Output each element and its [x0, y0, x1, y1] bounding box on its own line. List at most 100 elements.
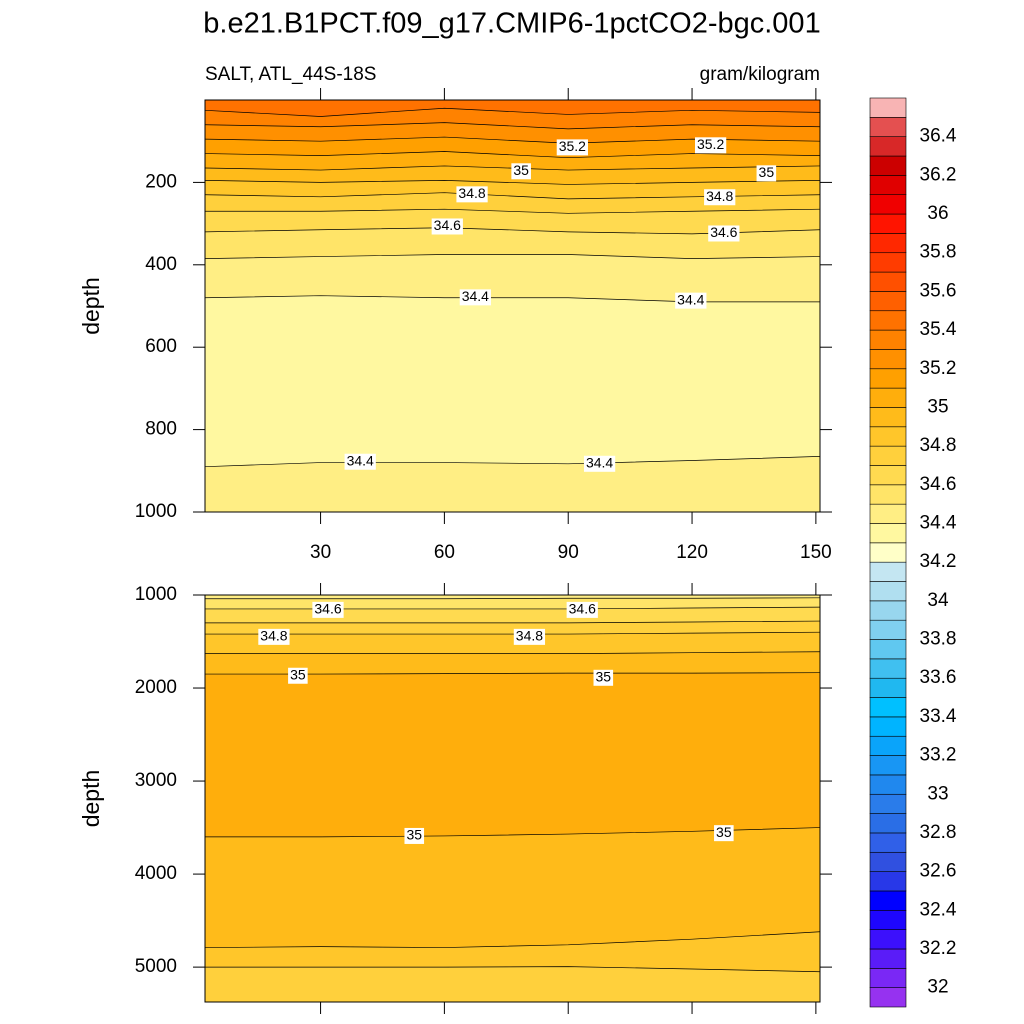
- contour-line: [205, 620, 820, 624]
- contour-label: 34.6: [434, 217, 461, 233]
- contour-line: [205, 631, 820, 635]
- contour-label-bg: [258, 628, 290, 645]
- plot-area: 34.6 34.6 34.8 34.8 35 35 35 35: [205, 595, 820, 1002]
- colorbar-label: 35.4: [920, 319, 957, 340]
- colorbar-label: 34.2: [920, 551, 957, 572]
- colorbar-box: [869, 233, 907, 254]
- contour-line: [205, 966, 820, 973]
- y-axis-label: depth: [78, 277, 104, 335]
- contour-label-bg: [288, 667, 308, 684]
- contour-label: 35: [290, 666, 306, 682]
- chart-title: b.e21.B1PCT.f09_g17.CMIP6-1pctCO2-bgc.00…: [203, 8, 820, 40]
- colorbar-box: [869, 465, 907, 486]
- contour-label: 34.4: [462, 288, 489, 304]
- colorbar-box: [869, 155, 907, 176]
- fill-band: [205, 456, 820, 512]
- y-tick-label: 1000: [135, 584, 177, 605]
- contour-line: [205, 165, 820, 171]
- colorbar-box: [869, 523, 907, 544]
- colorbar-box: [869, 890, 907, 911]
- colorbar-label: 33.8: [920, 629, 957, 650]
- contour-label: 35: [759, 164, 775, 180]
- contour-label: 34.6: [569, 601, 596, 617]
- colorbar-box: [869, 484, 907, 505]
- contour-line: [205, 931, 820, 948]
- contour-label-bg: [404, 827, 425, 844]
- colorbar-box: [869, 851, 907, 872]
- colorbar-label: 34.6: [920, 474, 957, 495]
- colorbar-box: [869, 349, 907, 370]
- contour-line: [205, 651, 820, 654]
- contour-label-bg: [583, 455, 616, 472]
- right-label: gram/kilogram: [700, 64, 820, 85]
- contour-label-bg: [511, 163, 531, 180]
- contour-label: 35: [406, 827, 422, 843]
- colorbar-box: [869, 968, 907, 988]
- colorbar-label: 33.6: [920, 667, 957, 688]
- contour-label: 34.8: [458, 185, 485, 201]
- colorbar-box: [869, 271, 907, 292]
- contour-label: 34.8: [260, 628, 287, 644]
- contour-line: [205, 254, 820, 259]
- colorbar-box: [869, 619, 907, 640]
- contour-label-bg: [675, 292, 707, 309]
- contour-line: [205, 122, 820, 130]
- colorbar-box: [869, 677, 907, 698]
- colorbar-box: [869, 213, 907, 234]
- colorbar-label: 34: [927, 590, 949, 611]
- contour-label-bg: [431, 218, 463, 235]
- contour-label-bg: [756, 165, 777, 182]
- contour-label-bg: [456, 186, 488, 203]
- colorbar-box: [869, 871, 907, 892]
- y-tick-label: 400: [145, 254, 177, 275]
- plot-frame: [204, 594, 821, 1003]
- y-tick-label: 1000: [135, 501, 177, 522]
- contour-label: 34.4: [586, 454, 613, 470]
- colorbar-label: 34.4: [920, 513, 957, 534]
- colorbar-box: [869, 387, 907, 408]
- colorbar-box: [869, 832, 907, 853]
- colorbar-box: [869, 697, 907, 718]
- colorbar-box: [869, 310, 907, 331]
- plot-area: 35.2 35.2 35 35 34.8 34.8 34.6 34.6 34.4 34.4 34.4…: [205, 100, 820, 512]
- colorbar-box: [869, 639, 907, 660]
- y-tick-label: 5000: [135, 956, 177, 977]
- y-tick-label: 600: [145, 336, 177, 357]
- contour-label-bg: [593, 669, 614, 686]
- contour-label: 35: [596, 668, 612, 684]
- colorbar-label: 33.2: [920, 745, 957, 766]
- y-axis-label: depth: [78, 770, 104, 828]
- colorbar-box: [869, 909, 907, 930]
- plot-frame: [204, 99, 821, 513]
- contour-label: 34.8: [516, 628, 543, 644]
- contour-line: [205, 208, 820, 214]
- y-tick-label: 2000: [135, 677, 177, 698]
- colorbar-box: [869, 329, 907, 350]
- colorbar-box: [869, 813, 907, 834]
- y-tick-label: 3000: [135, 770, 177, 791]
- colorbar-box: [869, 542, 907, 563]
- contour-label-bg: [459, 289, 491, 306]
- contour-label-bg: [566, 601, 598, 618]
- contour-label-bg: [312, 601, 344, 618]
- colorbar-box: [869, 368, 907, 389]
- colorbar-label: 36.2: [920, 164, 957, 185]
- contour-label: 35.2: [697, 136, 724, 152]
- y-tick-label: 200: [145, 171, 177, 192]
- colorbar-label: 35.2: [920, 358, 957, 379]
- colorbar-label: 35.8: [920, 242, 957, 263]
- contour-label: 34.8: [706, 188, 733, 204]
- colorbar-label: 32.2: [920, 938, 957, 959]
- colorbar-box: [869, 117, 907, 137]
- fill-band: [205, 966, 820, 1002]
- y-tick-label: 800: [145, 419, 177, 440]
- colorbar-box: [869, 987, 907, 1008]
- colorbar-box: [869, 175, 907, 196]
- contour-label: 34.6: [314, 601, 341, 617]
- colorbar-box: [869, 581, 907, 602]
- contour-label-bg: [344, 453, 376, 470]
- colorbar-label: 36.4: [920, 126, 957, 147]
- colorbar-label: 32: [927, 977, 948, 998]
- colorbar-box: [869, 291, 907, 312]
